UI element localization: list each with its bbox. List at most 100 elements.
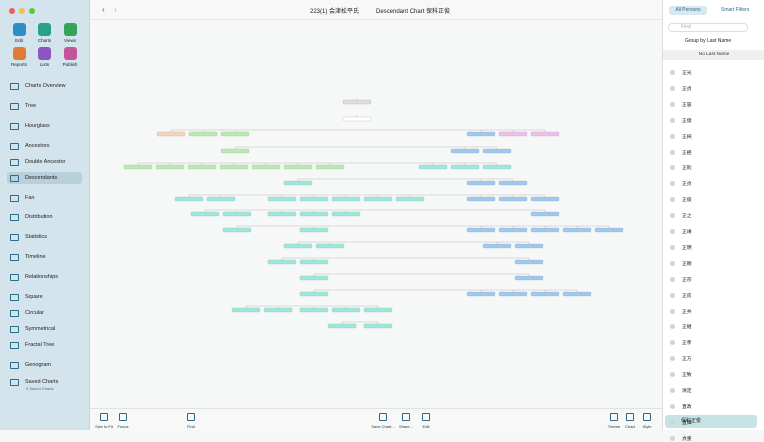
nav-item[interactable]: Double Ancestor [7,156,82,168]
toolbar-icon[interactable] [187,413,195,421]
person-name: 正光 [682,71,692,76]
nav-item[interactable]: Genogram [7,359,82,371]
toolbar-icon [12,47,26,60]
tab[interactable]: All Persons [669,6,707,15]
person-row[interactable]: 正頼 [670,260,758,267]
toolbar-icon[interactable] [610,413,618,421]
nav-item[interactable]: Fractal Tree [7,339,82,351]
nav-item[interactable]: Tree [7,100,82,112]
nav-item[interactable]: Statistics [7,231,82,243]
nav-label: Timeline [25,254,46,260]
person-icon [670,372,675,378]
person-name: 清定 [682,389,692,394]
person-row[interactable]: 正致 [670,371,758,378]
person-row[interactable]: 貞重 [670,435,758,442]
nav-item[interactable]: Timeline [7,251,82,263]
toolbar-icon[interactable] [643,413,651,421]
person-row[interactable]: 正宗 [670,276,758,283]
person-row[interactable]: 正貞 [670,180,758,187]
toolbar-button[interactable]: Views [55,23,85,43]
nav-item[interactable]: Symmetrical [7,323,82,335]
nav-label: Hourglass [25,123,50,129]
person-row[interactable]: 正純 [670,133,758,140]
person-icon [670,324,675,330]
nav-item[interactable]: Descendants [7,172,82,184]
nav-item[interactable]: Charts Overview [7,80,82,92]
toolbar-button[interactable]: Reports [4,47,34,67]
person-row[interactable]: 正房 [670,292,758,299]
person-name: 正億 [682,118,692,124]
nav-item[interactable]: Ancestors [7,140,82,152]
person-row[interactable]: 正共 [670,308,758,315]
toolbar-label: Save Chart... [371,424,395,429]
toolbar-label: Focus [117,424,129,429]
toolbar-button[interactable]: Publish [55,47,85,67]
person-row[interactable]: 正經 [670,149,758,156]
tab[interactable]: Smart Filters [721,7,750,13]
person-box [498,196,528,202]
nav-label: Tree [25,103,37,109]
nav-label: Symmetrical [25,326,56,332]
person-box [315,164,345,170]
person-row[interactable]: 正方 [670,355,758,362]
person-row[interactable]: 正容 [670,101,758,108]
toolbar-icon[interactable] [422,413,430,421]
nav-label: Fan [25,195,35,201]
nav-item[interactable]: Fan [7,192,82,204]
nav-item[interactable]: Saved Charts [7,376,82,388]
person-row[interactable]: 正貞 [670,85,758,92]
person-row[interactable]: 正之 [670,212,758,219]
toolbar-icon[interactable] [626,413,634,421]
search-field[interactable]: Find [668,23,748,32]
person-box [342,116,372,122]
toolbar-label: Reports [11,62,27,67]
person-name: 正共 [682,309,692,315]
person-icon [670,229,675,234]
person-row[interactable]: 直輝 [670,419,758,426]
person-row[interactable]: 正孝 [670,339,758,346]
person-box [219,164,249,170]
nav-item[interactable]: Square [7,291,82,303]
toolbar-icon[interactable] [119,413,127,421]
person-box [283,164,313,170]
person-row[interactable]: 正俊 [670,196,758,203]
toolbar-label: Find [187,424,195,429]
toolbar-icon[interactable] [402,413,410,421]
nav-item[interactable]: Distribution [7,211,82,223]
forward-button[interactable]: › [114,5,117,14]
person-row[interactable]: 正億 [670,117,758,124]
nav-icon [10,194,19,202]
person-row[interactable]: 直政 [670,403,758,410]
nav-item[interactable]: Relationships [7,271,82,283]
person-row[interactable]: 清定 [670,387,758,394]
group-popup[interactable]: Group by Last Name [685,38,732,44]
selected-person[interactable]: 保科正俊 [665,415,757,428]
person-row[interactable]: 正明 [670,244,758,251]
person-box [267,196,297,202]
person-row[interactable]: 正靖 [670,228,758,235]
nav-item[interactable]: Hourglass [7,120,82,132]
person-icon [670,244,675,250]
person-box [450,164,480,170]
nav-icon [10,213,19,221]
toolbar-button[interactable]: Charts [30,23,60,43]
toolbar-button[interactable]: Edit [4,23,34,43]
person-row[interactable]: 正継 [670,323,758,330]
toolbar-icon[interactable] [379,413,387,421]
person-box [450,148,480,154]
descendant-chart [123,98,624,329]
back-button[interactable]: ‹ [102,5,105,14]
tree-name: 223(1) 会津松平氏 [310,9,360,15]
person-box [482,164,512,170]
nav-icon [10,325,19,333]
person-name: 正則 [682,166,692,172]
toolbar-button[interactable]: Lists [30,47,60,67]
person-box [498,131,528,137]
sidebar: Edit Charts Views Reports Lists Publish Charts… [0,0,90,430]
nav-label: Square [25,294,43,300]
person-row[interactable]: 正則 [670,164,758,171]
toolbar-icon[interactable] [100,413,108,421]
person-row[interactable]: 正光 [670,69,758,76]
nav-item[interactable]: Circular [7,307,82,319]
